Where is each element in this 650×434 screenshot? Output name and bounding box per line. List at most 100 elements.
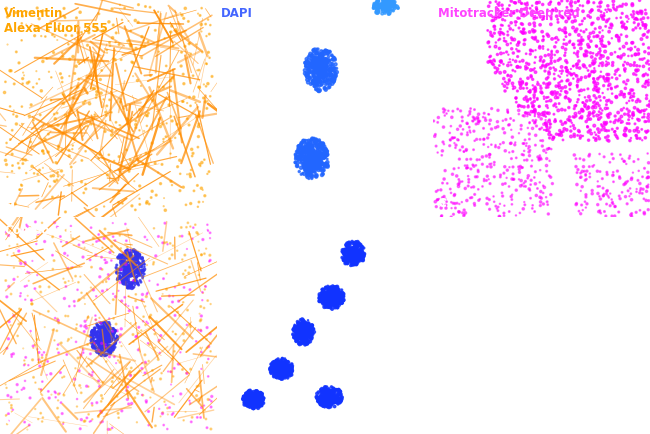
Point (96, 398, 107, 405)
Point (346, 250, 357, 256)
Point (473, 111, 484, 118)
Point (350, 250, 360, 257)
Point (273, 360, 283, 367)
Point (299, 329, 309, 336)
Point (308, 156, 318, 163)
Point (23, 362, 34, 368)
Point (2, 345, 12, 352)
Point (608, 155, 618, 162)
Point (571, 102, 581, 109)
Point (543, 145, 554, 152)
Point (334, 297, 345, 304)
Point (307, 155, 317, 162)
Point (320, 153, 330, 160)
Point (51, 394, 61, 401)
Point (116, 259, 126, 266)
Point (122, 261, 132, 268)
Point (242, 391, 252, 398)
Point (320, 153, 330, 160)
Point (107, 343, 117, 350)
Point (248, 396, 258, 403)
Point (320, 393, 330, 400)
Point (317, 65, 327, 72)
Point (354, 243, 365, 250)
Point (317, 389, 327, 396)
Point (353, 248, 363, 255)
Point (445, 186, 456, 193)
Point (621, 24, 631, 31)
Point (135, 201, 145, 208)
Point (34, 356, 44, 363)
Point (521, 63, 531, 70)
Point (560, 119, 571, 126)
Point (493, 13, 504, 20)
Point (118, 260, 128, 267)
Point (53, 145, 64, 152)
Point (462, 132, 473, 138)
Point (271, 365, 281, 372)
Point (94, 344, 105, 351)
Point (297, 329, 307, 335)
Point (561, 57, 571, 64)
Point (250, 398, 260, 404)
Point (280, 362, 291, 369)
Point (243, 401, 254, 408)
Point (307, 160, 317, 167)
Point (129, 266, 140, 273)
Point (304, 158, 315, 165)
Point (298, 162, 309, 169)
Point (575, 65, 585, 72)
Point (165, 150, 176, 157)
Point (75, 354, 85, 361)
Point (277, 365, 287, 372)
Point (569, 105, 579, 112)
Point (129, 247, 139, 253)
Point (198, 198, 208, 205)
Point (311, 166, 321, 173)
Point (330, 297, 340, 304)
Point (20, 361, 30, 368)
Point (325, 400, 335, 407)
Point (445, 129, 455, 136)
Point (125, 267, 136, 274)
Point (349, 253, 359, 260)
Point (276, 365, 287, 372)
Point (348, 253, 359, 260)
Point (584, 174, 595, 181)
Point (298, 164, 309, 171)
Point (460, 185, 471, 192)
Point (324, 394, 335, 401)
Point (98, 335, 109, 342)
Point (374, 3, 384, 10)
Point (268, 372, 279, 378)
Point (131, 259, 142, 266)
Point (300, 329, 311, 335)
Point (642, 72, 650, 79)
Point (380, 0, 390, 4)
Point (20, 261, 31, 268)
Point (309, 151, 320, 158)
Point (303, 170, 313, 177)
Point (641, 10, 650, 17)
Point (335, 392, 346, 399)
Point (324, 391, 334, 398)
Point (107, 220, 118, 227)
Point (268, 365, 278, 372)
Point (584, 72, 594, 79)
Point (335, 296, 345, 303)
Point (133, 279, 143, 286)
Point (326, 295, 337, 302)
Point (457, 118, 467, 125)
Point (107, 132, 117, 138)
Point (432, 197, 442, 204)
Point (183, 306, 193, 313)
Point (304, 148, 315, 155)
Point (603, 105, 613, 112)
Point (307, 329, 317, 336)
Point (592, 87, 602, 94)
Point (506, 193, 516, 200)
Point (153, 83, 164, 90)
Point (278, 366, 288, 373)
Point (551, 7, 562, 14)
Point (293, 326, 304, 333)
